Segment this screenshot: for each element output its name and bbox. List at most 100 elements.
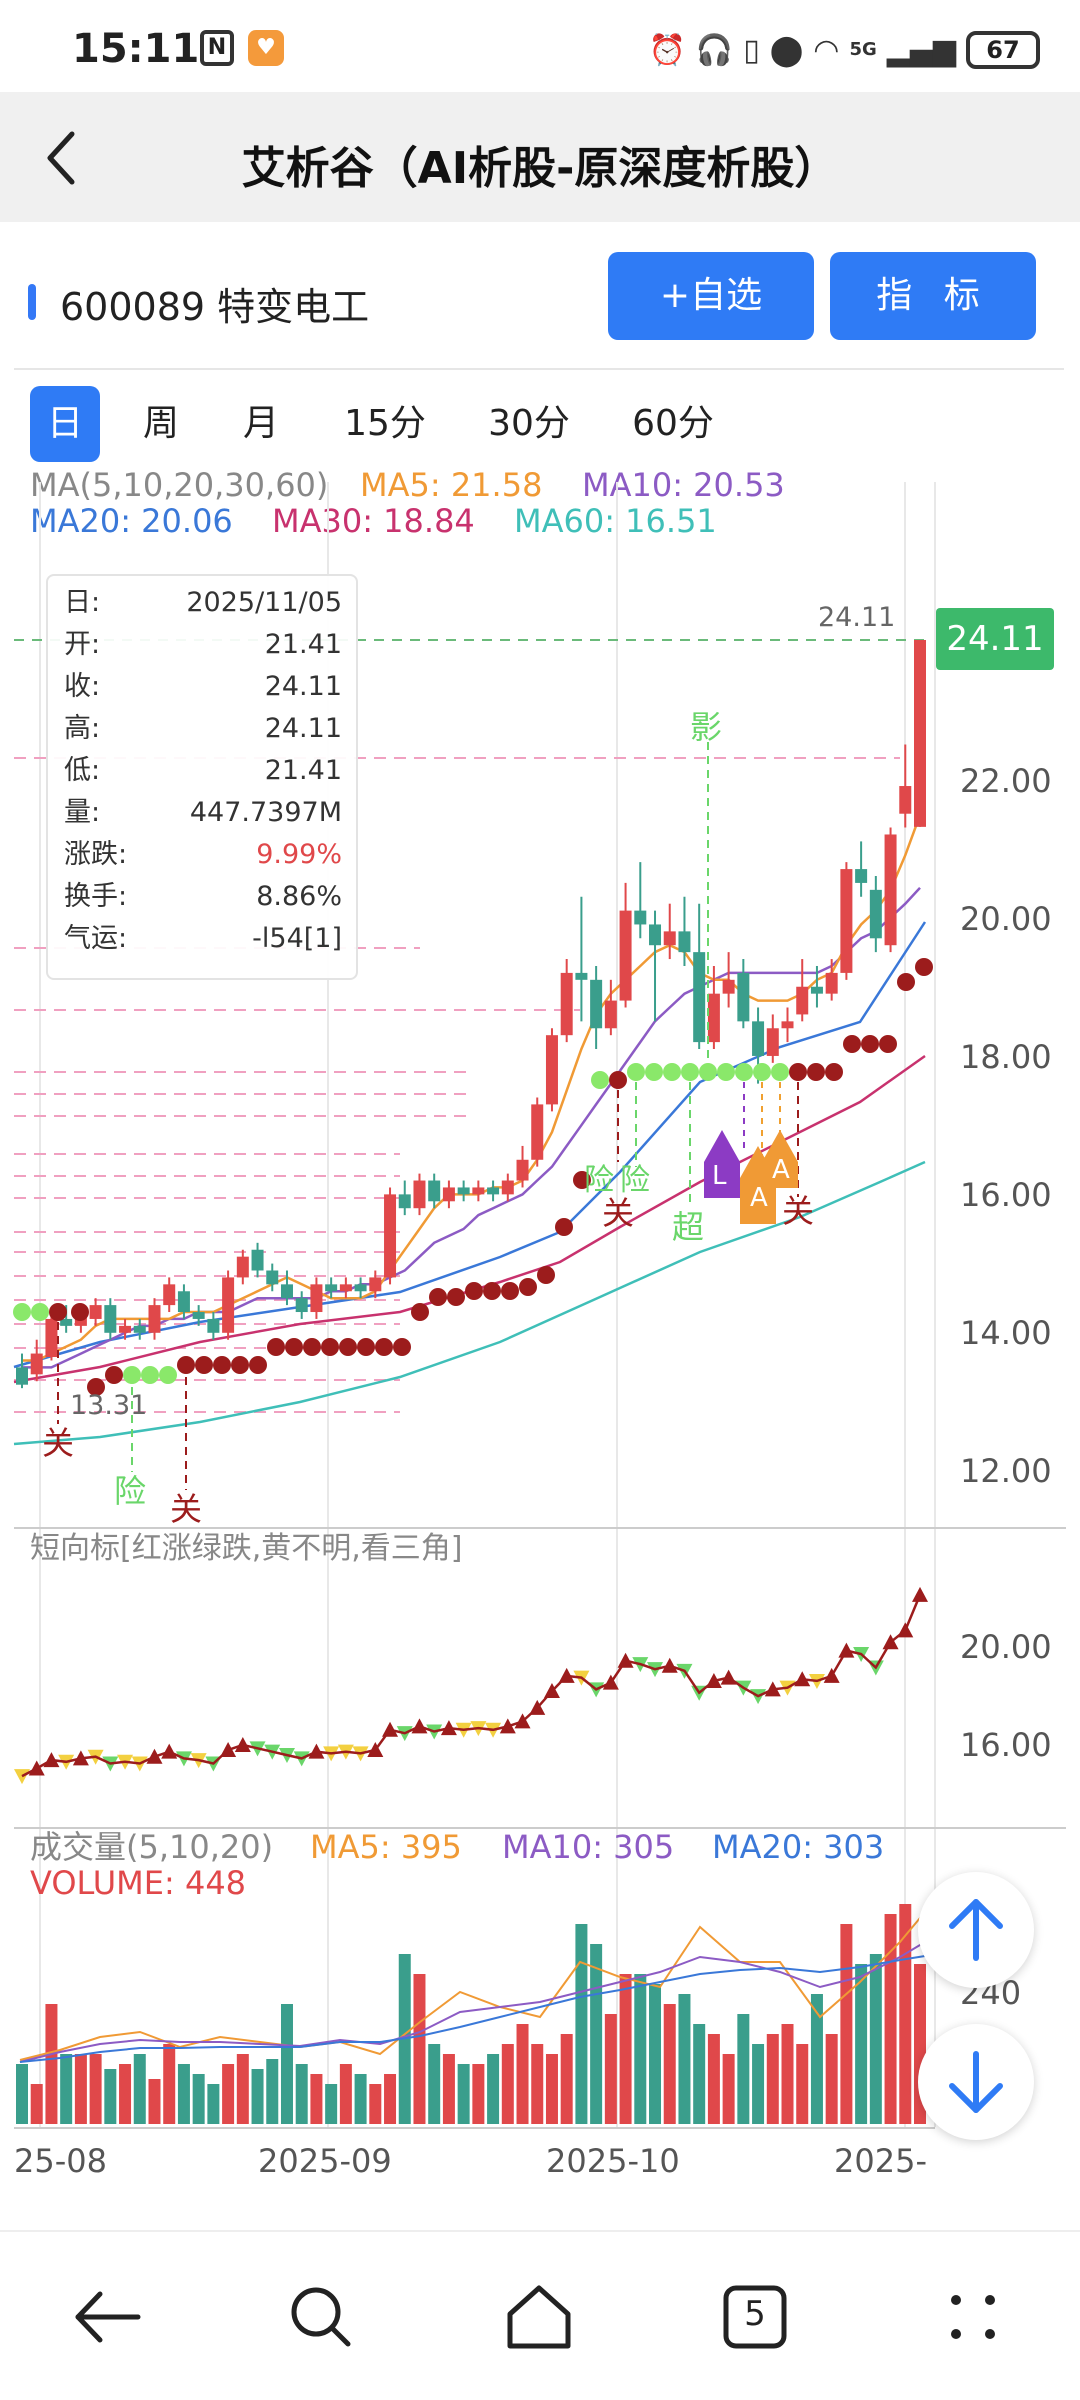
nav-home-button[interactable] bbox=[494, 2272, 584, 2362]
candle-body bbox=[236, 1256, 249, 1278]
info-row-close: 收: 24.11 bbox=[64, 671, 342, 702]
signal-a-2: A bbox=[772, 1155, 790, 1185]
volume-bar bbox=[663, 2004, 676, 2124]
info-row-luck: 气运: -l54[1] bbox=[64, 923, 342, 954]
arrow-left-icon bbox=[75, 2291, 141, 2343]
volume-bar bbox=[722, 2054, 735, 2124]
volume-bar bbox=[501, 2044, 514, 2124]
candle-body bbox=[693, 952, 706, 1043]
price-tick: 18.00 bbox=[960, 1038, 1052, 1076]
candle-body bbox=[339, 1284, 352, 1292]
volume-params-label: 成交量(5,10,20) bbox=[30, 1828, 273, 1866]
signal-guan-4: 关 bbox=[782, 1192, 814, 1230]
volume-bar bbox=[428, 2044, 441, 2124]
ma-lines bbox=[13, 814, 927, 1446]
volume-bar bbox=[148, 2079, 161, 2124]
period-tabs: 日 周 月 15分 30分 60分 bbox=[0, 382, 1080, 462]
info-row-open: 开: 21.41 bbox=[64, 629, 342, 660]
volume-bar bbox=[74, 2054, 87, 2124]
candle-body bbox=[442, 1187, 455, 1202]
arrow-down-icon bbox=[949, 2051, 1003, 2113]
info-row-low: 低: 21.41 bbox=[64, 755, 342, 786]
tab-30min[interactable]: 30分 bbox=[488, 403, 570, 444]
search-icon bbox=[291, 2287, 351, 2347]
chevron-left-icon bbox=[47, 131, 75, 185]
battery-indicator: 67 bbox=[966, 31, 1040, 69]
tab-week[interactable]: 周 bbox=[142, 403, 179, 444]
volume-bar bbox=[678, 1994, 691, 2124]
nav-menu-button[interactable] bbox=[928, 2272, 1018, 2362]
indicator-button[interactable]: 指 标 bbox=[830, 252, 1036, 340]
signal-l-marker bbox=[704, 1130, 740, 1198]
stock-name: 600089 特变电工 bbox=[60, 285, 370, 329]
candle-body bbox=[266, 1270, 279, 1285]
volume-bar bbox=[487, 2054, 500, 2124]
signal-guan-3: 关 bbox=[602, 1194, 634, 1232]
nav-tabs-button[interactable]: 5 bbox=[710, 2272, 800, 2362]
scroll-up-button[interactable] bbox=[918, 1872, 1034, 1988]
volume-bar bbox=[457, 2064, 470, 2124]
candle-body bbox=[752, 1021, 765, 1056]
candle-body bbox=[280, 1284, 293, 1299]
volume-bar bbox=[413, 1974, 426, 2124]
candle-body bbox=[634, 910, 647, 925]
volume-ma20-line bbox=[19, 1955, 926, 2063]
candle-body bbox=[310, 1284, 323, 1313]
info-row-change: 涨跌: 9.99% bbox=[64, 839, 342, 870]
candle-body bbox=[825, 972, 838, 994]
volume-bar bbox=[89, 2054, 102, 2124]
tabs-icon bbox=[723, 2285, 787, 2349]
date-tick: 2025- bbox=[834, 2142, 927, 2180]
volume-bar bbox=[207, 2084, 220, 2124]
candle-body bbox=[104, 1305, 117, 1333]
volume-ma20-label: MA20: 303 bbox=[712, 1828, 884, 1866]
candle-body bbox=[369, 1277, 382, 1292]
wifi-icon: ◠ bbox=[813, 32, 840, 68]
candle-body bbox=[796, 986, 809, 1015]
stock-chart[interactable]: MA(5,10,20,30,60) MA5: 21.58 MA10: 20.53… bbox=[0, 462, 1080, 2182]
candle-body bbox=[604, 1000, 617, 1029]
volume-value-label: VOLUME: 448 bbox=[30, 1864, 246, 1902]
ma60-line bbox=[13, 1160, 926, 1446]
date-tick: 2025-10 bbox=[546, 2142, 680, 2180]
ma5-label: MA5: 21.58 bbox=[360, 466, 542, 504]
ma20-line bbox=[13, 921, 927, 1369]
volume-bar bbox=[177, 2064, 190, 2124]
candle-body bbox=[295, 1298, 308, 1313]
price-tick: 22.00 bbox=[960, 762, 1052, 800]
volume-bar bbox=[531, 2044, 544, 2124]
tab-count: 5 bbox=[744, 2294, 766, 2334]
short-panel-title: 短向标[红涨绿跌,黄不明,看三角] bbox=[30, 1531, 462, 1566]
volume-ma5-line bbox=[19, 1911, 926, 2061]
dark-red-dots bbox=[49, 958, 933, 1396]
short-trend-marker bbox=[912, 1586, 928, 1602]
add-watchlist-button[interactable]: +自选 bbox=[608, 252, 814, 340]
candle-body bbox=[207, 1318, 220, 1333]
headphones-icon: 🎧 bbox=[695, 32, 734, 68]
status-time: 15:11 bbox=[72, 26, 200, 72]
signal-guan: 关 bbox=[42, 1424, 74, 1462]
signal-icon: ▂▄▆ bbox=[886, 32, 956, 68]
tab-month[interactable]: 月 bbox=[242, 403, 279, 444]
candle-body bbox=[45, 1318, 58, 1358]
price-tick: 16.00 bbox=[960, 1176, 1052, 1214]
candle-body bbox=[810, 986, 823, 994]
short-tick: 20.00 bbox=[960, 1628, 1052, 1666]
nav-search-button[interactable] bbox=[276, 2272, 366, 2362]
back-button[interactable] bbox=[30, 122, 100, 192]
tab-15min[interactable]: 15分 bbox=[344, 403, 426, 444]
app-header: 艾析谷（AI析股-原深度析股） bbox=[0, 92, 1080, 222]
short-tick: 16.00 bbox=[960, 1726, 1052, 1764]
candle-body bbox=[884, 834, 897, 946]
status-bar: 15:11 N ♥ ⏰ 🎧 ▯ ⬤ ◠ 5G ▂▄▆ 67 bbox=[0, 0, 1080, 92]
nav-back-button[interactable] bbox=[62, 2272, 152, 2362]
tab-day[interactable]: 日 bbox=[30, 386, 100, 462]
tab-60min[interactable]: 60分 bbox=[632, 403, 714, 444]
volume-bar bbox=[163, 2044, 176, 2124]
scroll-down-button[interactable] bbox=[918, 2024, 1034, 2140]
nfc-icon: N bbox=[200, 30, 234, 66]
date-tick: 25-08 bbox=[14, 2142, 107, 2180]
volume-bar bbox=[737, 2014, 750, 2124]
candle-body bbox=[855, 869, 868, 883]
volume-bar bbox=[810, 1994, 823, 2124]
